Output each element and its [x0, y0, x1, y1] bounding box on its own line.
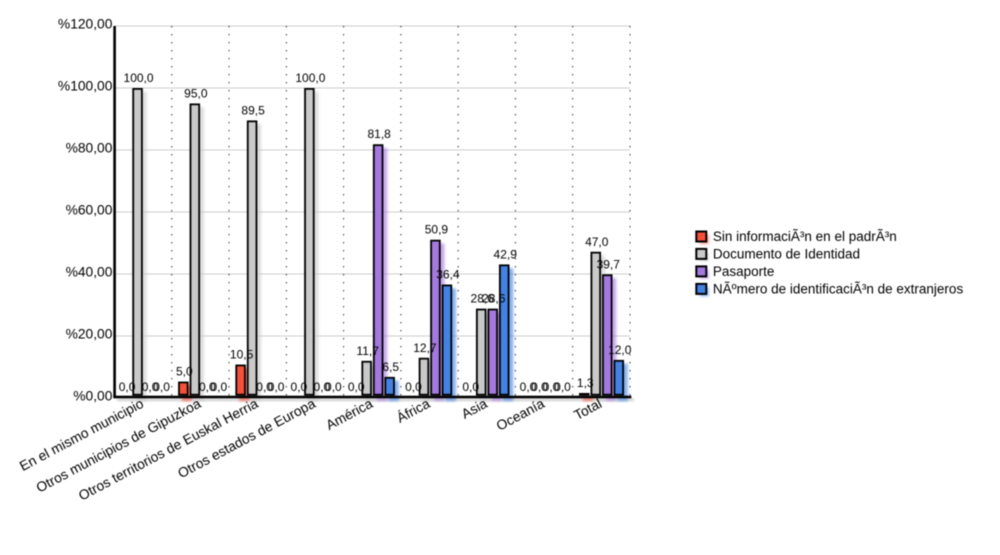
svg-text:0,0: 0,0: [531, 380, 548, 394]
svg-text:0,0: 0,0: [153, 380, 170, 394]
svg-text:12,7: 12,7: [413, 341, 437, 355]
svg-text:NÃºmero de identificaciÃ³n de: NÃºmero de identificaciÃ³n de extranjero…: [713, 282, 964, 297]
svg-text:0,0: 0,0: [348, 380, 365, 394]
svg-text:0,0: 0,0: [325, 380, 342, 394]
svg-text:0,0: 0,0: [554, 380, 571, 394]
svg-text:0,0: 0,0: [256, 380, 273, 394]
svg-text:100,0: 100,0: [124, 71, 154, 85]
svg-text:%40,00: %40,00: [66, 265, 113, 280]
svg-text:95,0: 95,0: [184, 86, 208, 100]
svg-text:10,5: 10,5: [230, 348, 254, 362]
svg-text:0,0: 0,0: [405, 380, 422, 394]
svg-text:28,6: 28,6: [482, 292, 506, 306]
svg-text:0,0: 0,0: [142, 380, 159, 394]
svg-text:0,0: 0,0: [268, 380, 285, 394]
svg-text:%80,00: %80,00: [66, 141, 113, 156]
svg-text:0,0: 0,0: [520, 380, 537, 394]
svg-text:0,0: 0,0: [119, 380, 136, 394]
svg-text:%0,00: %0,00: [73, 389, 112, 404]
svg-text:36,4: 36,4: [436, 268, 460, 282]
svg-text:6,5: 6,5: [382, 360, 399, 374]
svg-text:0,0: 0,0: [462, 380, 479, 394]
svg-text:0,0: 0,0: [314, 380, 331, 394]
svg-text:%100,00: %100,00: [58, 79, 113, 94]
svg-text:Documento de Identidad: Documento de Identidad: [713, 247, 860, 262]
svg-text:0,0: 0,0: [210, 380, 227, 394]
svg-text:0,0: 0,0: [291, 380, 308, 394]
svg-text:11,7: 11,7: [356, 344, 379, 358]
svg-text:1,3: 1,3: [577, 376, 594, 390]
svg-text:28,6: 28,6: [471, 292, 495, 306]
svg-text:12,0: 12,0: [608, 343, 632, 357]
svg-text:42,9: 42,9: [494, 247, 518, 261]
svg-text:%20,00: %20,00: [66, 327, 113, 342]
svg-text:5,0: 5,0: [176, 365, 193, 379]
svg-text:47,0: 47,0: [585, 235, 609, 249]
svg-text:0,0: 0,0: [543, 380, 560, 394]
svg-text:89,5: 89,5: [241, 103, 265, 117]
svg-text:39,7: 39,7: [597, 257, 621, 271]
svg-text:50,9: 50,9: [425, 223, 449, 237]
svg-text:%60,00: %60,00: [66, 203, 113, 218]
svg-text:100,0: 100,0: [295, 71, 325, 85]
svg-text:0,0: 0,0: [199, 380, 216, 394]
svg-text:81,8: 81,8: [367, 127, 391, 141]
svg-text:Pasaporte: Pasaporte: [713, 264, 775, 279]
svg-text:Sin informaciÃ³n en el padrÃ³n: Sin informaciÃ³n en el padrÃ³n: [713, 229, 897, 244]
svg-text:%120,00: %120,00: [58, 17, 113, 32]
